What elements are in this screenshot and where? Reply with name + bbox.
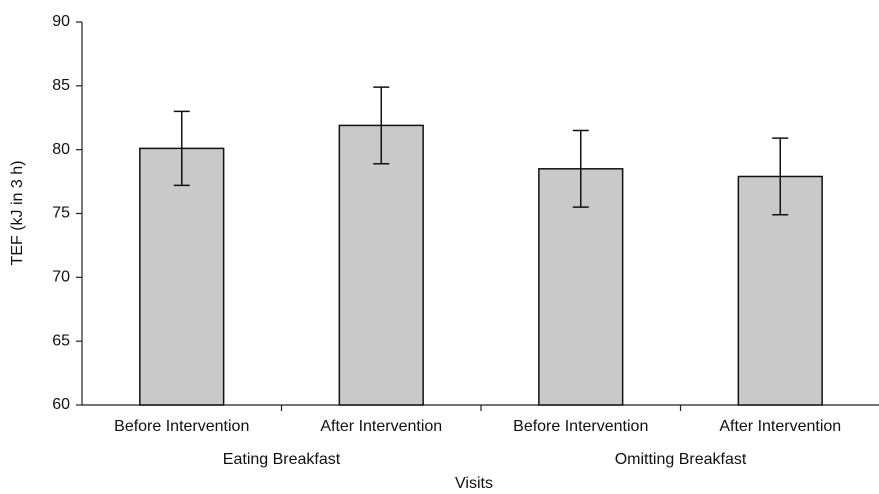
x-tick-label: After Intervention: [719, 418, 841, 435]
y-tick-label: 90: [52, 13, 70, 30]
bar: [338, 124, 424, 406]
group-label: Omitting Breakfast: [615, 451, 747, 468]
x-tick-label: After Intervention: [320, 418, 442, 435]
y-tick-label: 85: [52, 77, 70, 94]
y-tick-label: 70: [52, 269, 70, 286]
x-tick-label: Before Intervention: [114, 418, 249, 435]
bar: [139, 147, 225, 406]
x-tick-label: Before Intervention: [513, 418, 648, 435]
y-tick-label: 75: [52, 205, 70, 222]
y-tick-label: 60: [52, 396, 70, 413]
y-tick-label: 80: [52, 141, 70, 158]
group-label: Eating Breakfast: [223, 451, 341, 468]
x-axis-label: Visits: [455, 475, 493, 492]
y-axis-label: TEF (kJ in 3 h): [9, 161, 26, 266]
y-tick-label: 65: [52, 332, 70, 349]
